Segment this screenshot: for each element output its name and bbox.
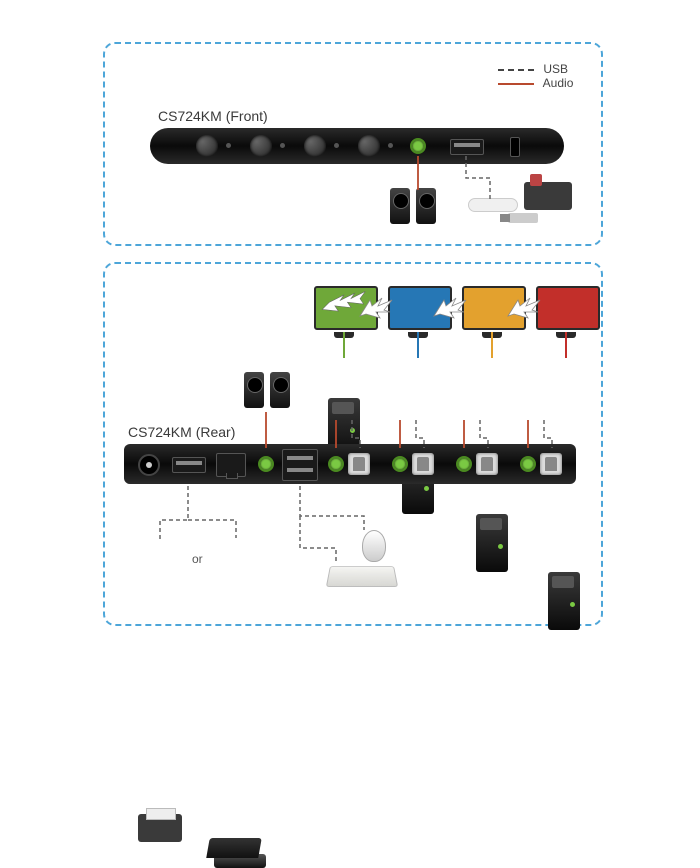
rear-scanner-icon [214,854,266,868]
front-title: CS724KM (Front) [158,108,268,124]
port-led-1 [226,143,231,148]
port-select-button-3[interactable] [304,135,326,157]
legend-usb-line [498,69,534,71]
cursor-arrow-2 [432,296,472,320]
cpu1-usb-b-port[interactable] [348,453,370,475]
pc-tower-3 [476,514,508,572]
front-flash-drive-icon [508,213,538,223]
front-speakers-icon [390,188,440,228]
cpu2-audio-jack[interactable] [392,456,408,472]
port-select-button-1[interactable] [196,135,218,157]
cpu3-audio-jack[interactable] [456,456,472,472]
port-led-2 [280,143,285,148]
port-select-button-4[interactable] [358,135,380,157]
daisy-chain-port[interactable] [216,453,246,477]
port-led-4 [388,143,393,148]
front-usb-hub-icon [468,198,518,212]
legend-audio-label: Audio [543,76,574,90]
rear-console-audio-jack[interactable] [258,456,274,472]
front-usb-a-port[interactable] [450,139,484,155]
keyboard-icon [326,566,398,587]
dc-power-jack[interactable] [138,454,160,476]
port-led-3 [334,143,339,148]
cpu2-usb-b-port[interactable] [412,453,434,475]
legend: USB Audio [498,62,573,90]
cursor-arrow-3 [506,296,546,320]
front-switch-bar [150,128,564,164]
legend-usb-label: USB [543,62,568,76]
legend-audio-line [498,83,534,85]
pc-tower-4 [548,572,580,630]
rear-title: CS724KM (Rear) [128,424,235,440]
rear-speakers-icon [244,372,294,412]
cpu3-usb-b-port[interactable] [476,453,498,475]
or-label: or [192,552,203,566]
rear-usb-a-port[interactable] [172,457,206,473]
legend-audio-row: Audio [498,76,573,90]
console-usb-ports[interactable] [282,449,318,481]
mouse-icon [362,530,386,562]
cpu1-audio-jack[interactable] [328,456,344,472]
cpu4-usb-b-port[interactable] [540,453,562,475]
cursor-arrow-1 [358,296,398,320]
rear-switch-bar [124,444,576,484]
rear-printer-icon [138,814,182,842]
legend-usb-row: USB [498,62,573,76]
front-printer-icon [524,182,572,210]
front-mode-switch[interactable] [510,137,520,157]
cpu4-audio-jack[interactable] [520,456,536,472]
front-audio-jack[interactable] [410,138,426,154]
port-select-button-2[interactable] [250,135,272,157]
